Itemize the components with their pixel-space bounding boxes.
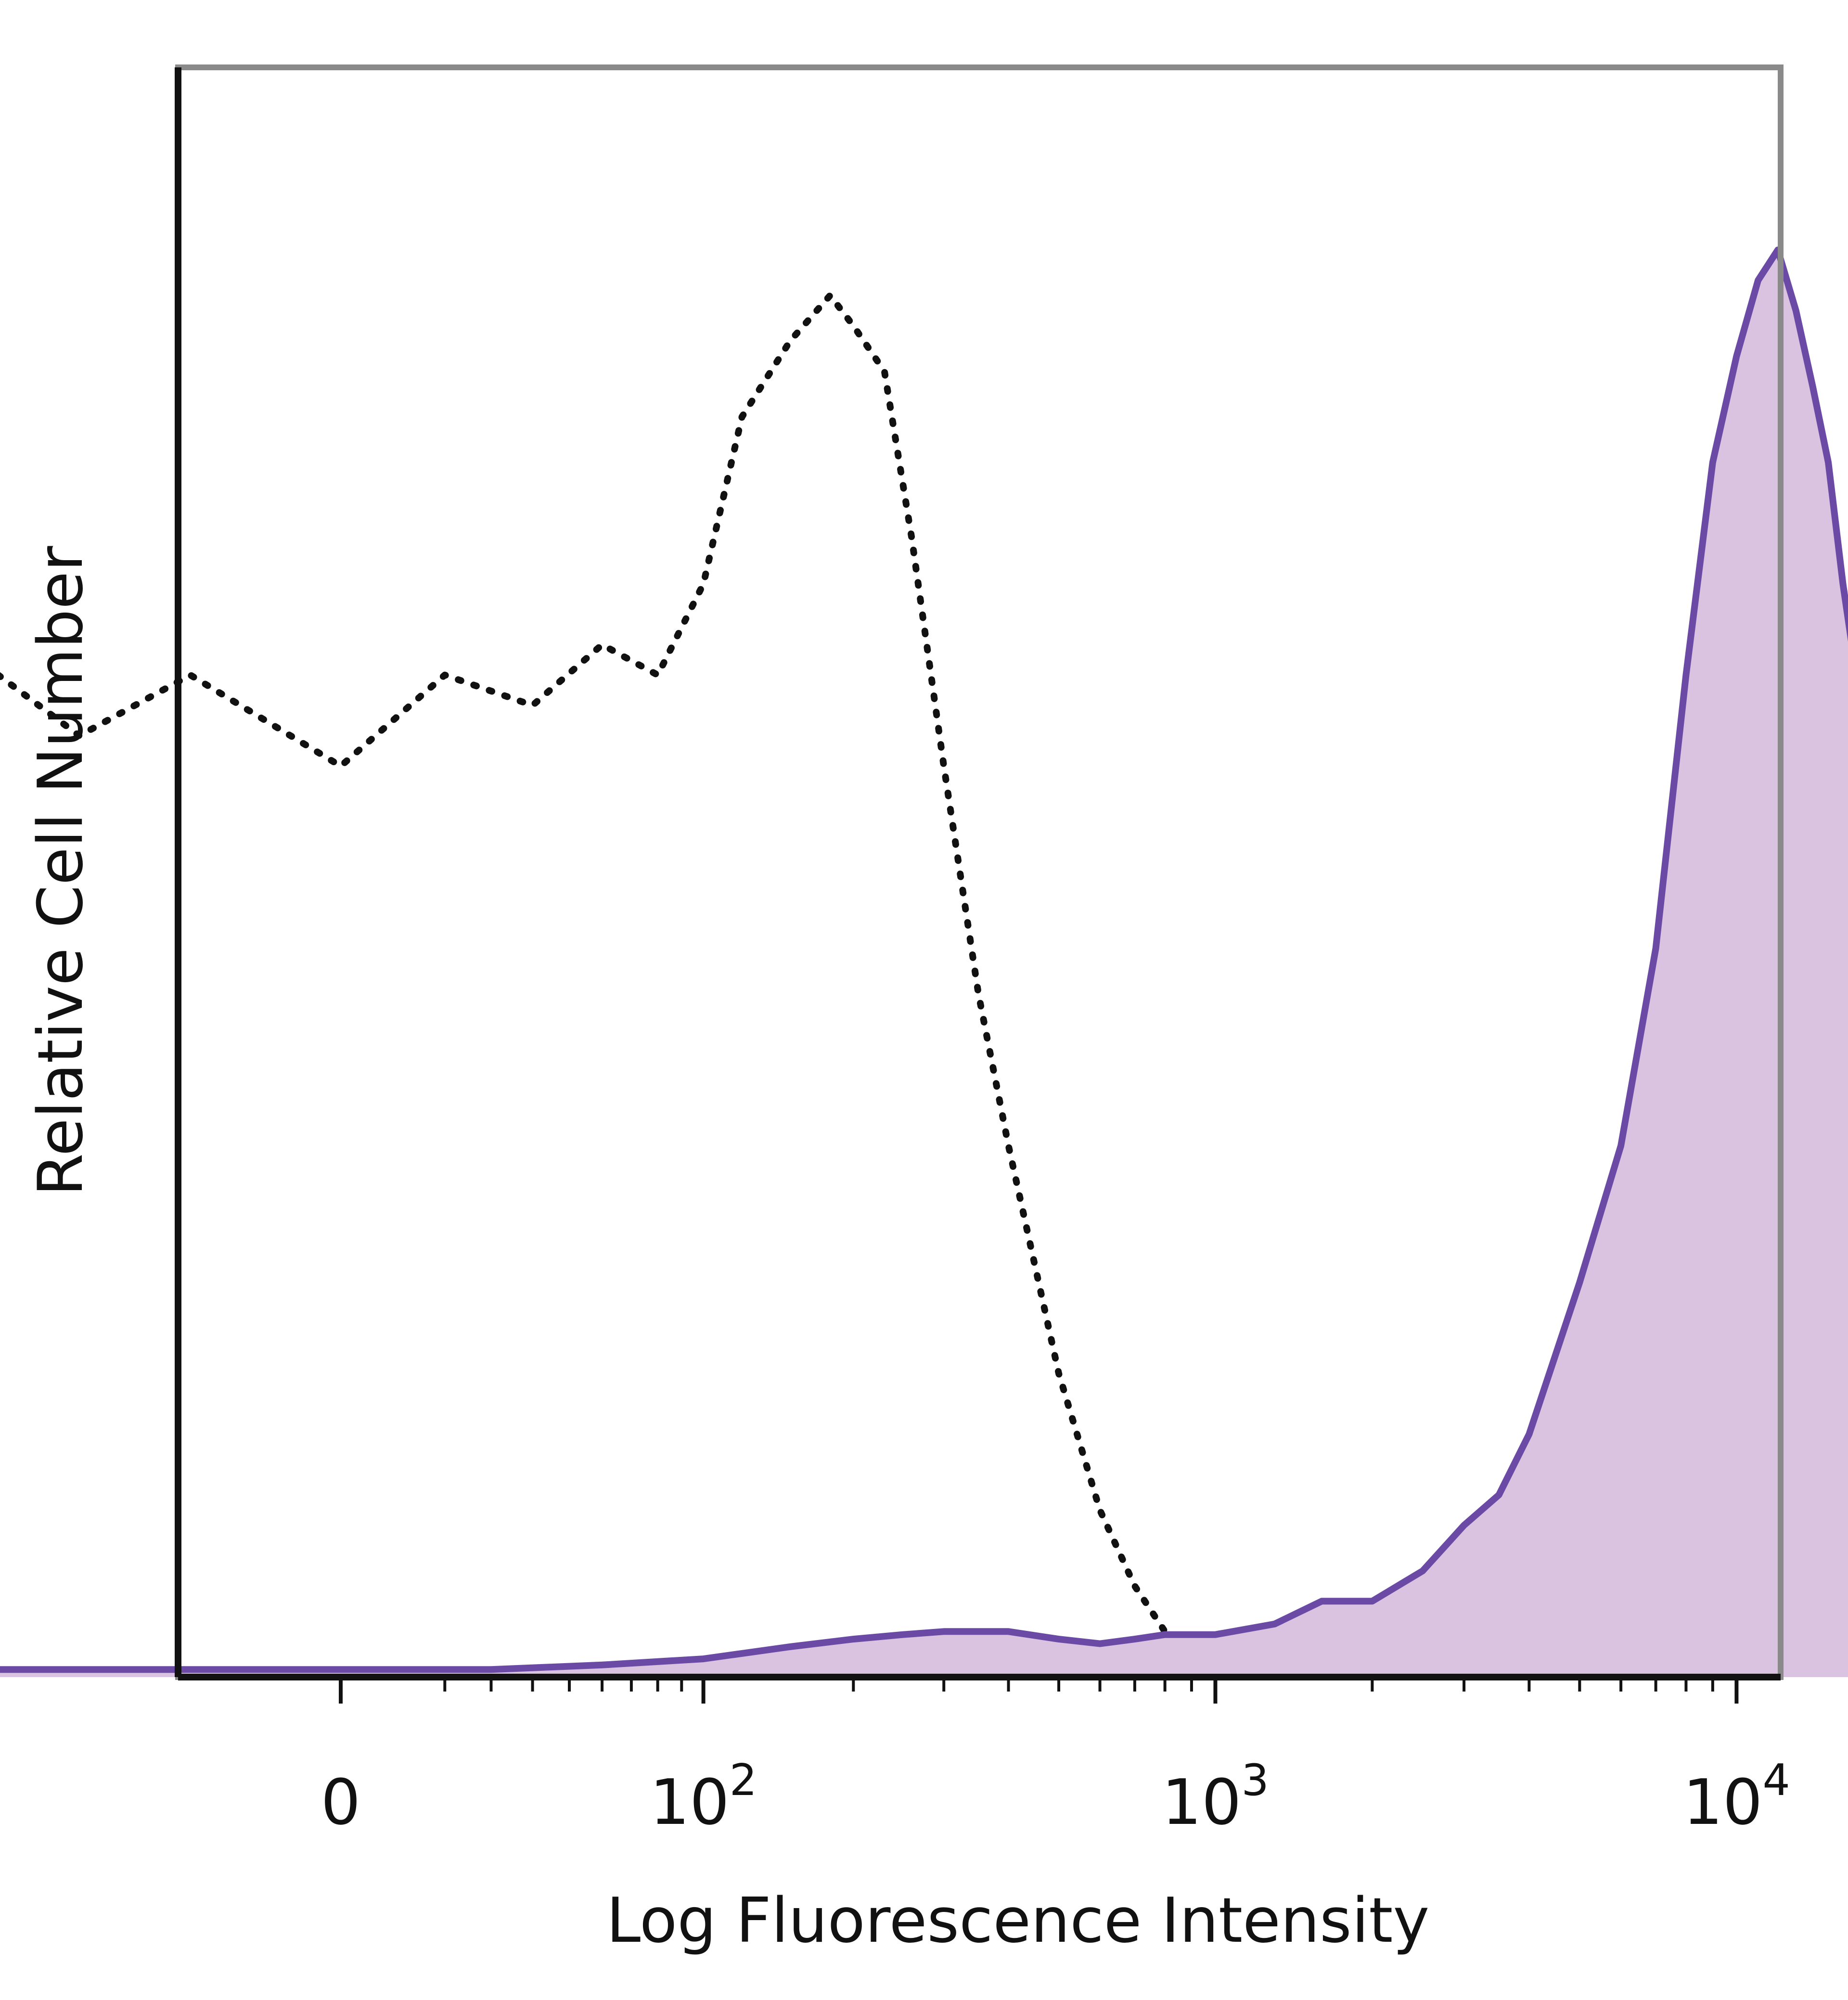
y-axis-label: Relative Cell Number <box>25 546 97 1196</box>
series-layer <box>0 246 1848 1680</box>
x-tick-label-3: 104 <box>1683 1755 1790 1839</box>
x-tick-label-0: 0 <box>321 1766 361 1839</box>
x-tick-label-1: 102 <box>650 1755 757 1839</box>
series-1-fill <box>0 250 1848 1677</box>
x-axis-ticks: 0102103104105 <box>321 1677 1790 1839</box>
x-axis-label: Log Fluorescence Intensity <box>606 1885 1429 1957</box>
series-1-line <box>0 246 1848 1673</box>
x-tick-label-2: 103 <box>1162 1755 1269 1839</box>
series-0-line <box>0 292 1241 1680</box>
